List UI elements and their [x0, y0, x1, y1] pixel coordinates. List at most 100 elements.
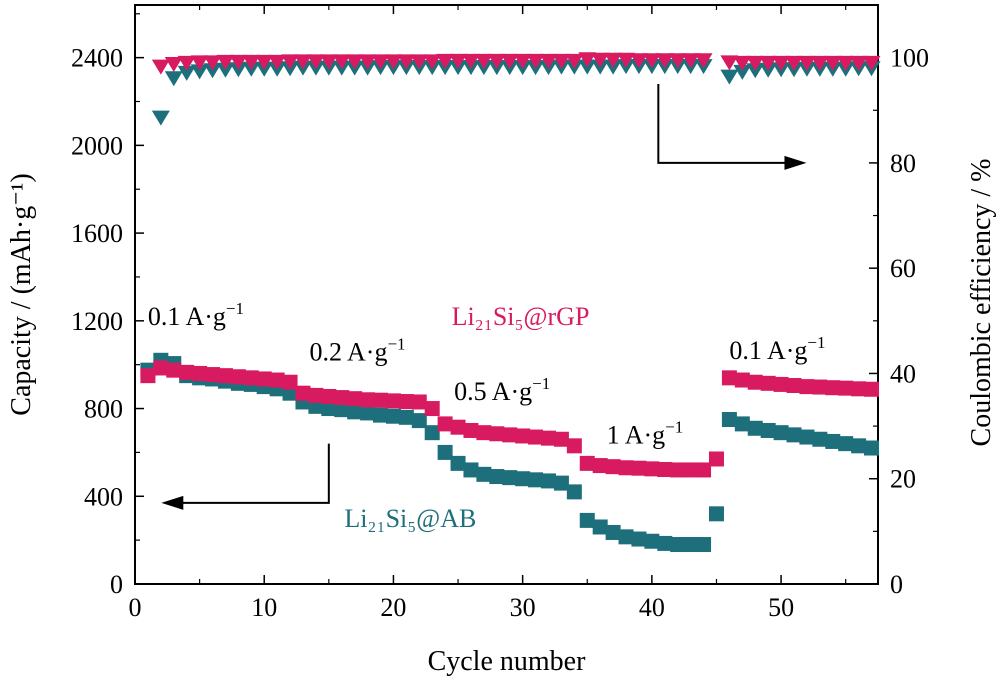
- rate-label-sup: −1: [387, 334, 405, 353]
- y-left-tick-label: 400: [84, 482, 123, 511]
- data-point-2: [151, 59, 170, 75]
- data-point-0: [812, 379, 828, 395]
- rate-label: 0.2 A·g−1: [309, 334, 405, 366]
- data-point-0: [334, 390, 350, 406]
- arrows-layer: [161, 83, 807, 510]
- data-point-2: [268, 54, 287, 70]
- data-point-0: [295, 385, 311, 401]
- y-left-tick-label: 2400: [71, 44, 123, 73]
- data-point-0: [605, 459, 621, 475]
- data-point-0: [217, 368, 233, 384]
- data-point-2: [384, 54, 403, 70]
- data-point-0: [140, 368, 156, 384]
- data-point-2: [358, 54, 377, 70]
- data-point-1: [489, 469, 505, 485]
- data-point-3: [177, 65, 196, 81]
- data-point-1: [864, 440, 880, 456]
- rate-label-text: 0.1 A·g: [729, 336, 807, 365]
- data-point-2: [255, 54, 274, 70]
- data-point-2: [306, 54, 325, 70]
- y-left-tick-label: 2000: [71, 131, 123, 160]
- data-point-3: [733, 64, 752, 80]
- data-point-0: [670, 462, 686, 478]
- data-point-1: [644, 533, 660, 549]
- data-point-1: [799, 429, 815, 445]
- data-point-1: [605, 524, 621, 540]
- data-point-2: [591, 52, 610, 68]
- data-point-0: [734, 372, 750, 388]
- data-point-2: [345, 54, 364, 70]
- data-point-0: [540, 430, 556, 446]
- rate-label-text: 0.5 A·g: [454, 377, 532, 406]
- data-point-1: [773, 425, 789, 441]
- data-point-2: [849, 55, 868, 71]
- x-tick-label: 30: [510, 593, 536, 622]
- data-point-1: [812, 431, 828, 447]
- data-point-2: [242, 54, 261, 70]
- data-point-1: [360, 405, 376, 421]
- data-point-2: [681, 53, 700, 69]
- data-point-0: [657, 462, 673, 478]
- data-point-1: [398, 409, 414, 425]
- data-point-0: [579, 455, 595, 471]
- data-point-2: [578, 52, 597, 68]
- data-point-0: [592, 458, 608, 474]
- data-point-3: [203, 63, 222, 79]
- data-point-0: [269, 372, 285, 388]
- data-point-2: [474, 53, 493, 69]
- data-point-1: [502, 470, 518, 486]
- data-point-0: [864, 381, 880, 397]
- data-point-2: [281, 54, 300, 70]
- data-point-2: [436, 53, 455, 69]
- data-point-2: [500, 53, 519, 69]
- rate-label-sup: −1: [532, 374, 550, 393]
- data-point-1: [579, 512, 595, 528]
- data-point-2: [617, 52, 636, 68]
- data-point-1: [321, 401, 337, 417]
- rate-label-text: 0.2 A·g: [309, 337, 387, 366]
- data-point-2: [552, 53, 571, 69]
- data-point-2: [759, 55, 778, 71]
- y-left-tick-label: 800: [84, 395, 123, 424]
- data-point-2: [862, 55, 881, 71]
- data-point-1: [553, 475, 569, 491]
- y-right-tick-label: 100: [890, 44, 929, 73]
- data-point-0: [786, 378, 802, 394]
- data-point-0: [424, 401, 440, 417]
- x-axis-label: Cycle number: [428, 646, 587, 677]
- x-tick-label: 10: [251, 593, 277, 622]
- data-point-1: [721, 412, 737, 428]
- data-point-1: [515, 471, 531, 487]
- data-point-1: [334, 402, 350, 418]
- data-point-1: [631, 531, 647, 547]
- data-point-2: [423, 54, 442, 70]
- data-point-1: [566, 484, 582, 500]
- data-point-1: [528, 472, 544, 488]
- data-point-0: [411, 394, 427, 410]
- rate-label-sup: −1: [226, 299, 244, 318]
- data-point-1: [657, 535, 673, 551]
- data-point-0: [747, 374, 763, 390]
- data-point-0: [528, 429, 544, 445]
- data-point-0: [347, 391, 363, 407]
- data-point-0: [308, 387, 324, 403]
- series-label: Li₂₁Si₅@rGP: [452, 302, 590, 331]
- y-left-tick-label: 0: [110, 570, 123, 599]
- data-point-1: [760, 422, 776, 438]
- data-point-1: [463, 462, 479, 478]
- data-point-0: [553, 431, 569, 447]
- data-point-0: [179, 364, 195, 380]
- data-point-0: [838, 380, 854, 396]
- text-layer: 0 10 20 30 40 50 0 400 800 1200 1600 2000 2400 0 20 40 6…: [6, 44, 997, 677]
- arrow-left-axis: [167, 443, 330, 504]
- data-point-1: [476, 466, 492, 482]
- data-point-0: [708, 451, 724, 467]
- data-point-1: [411, 413, 427, 429]
- data-point-2: [565, 53, 584, 69]
- data-point-0: [230, 369, 246, 385]
- data-point-1: [385, 408, 401, 424]
- data-point-1: [734, 416, 750, 432]
- data-point-2: [604, 52, 623, 68]
- data-point-1: [786, 427, 802, 443]
- data-point-2: [177, 55, 196, 71]
